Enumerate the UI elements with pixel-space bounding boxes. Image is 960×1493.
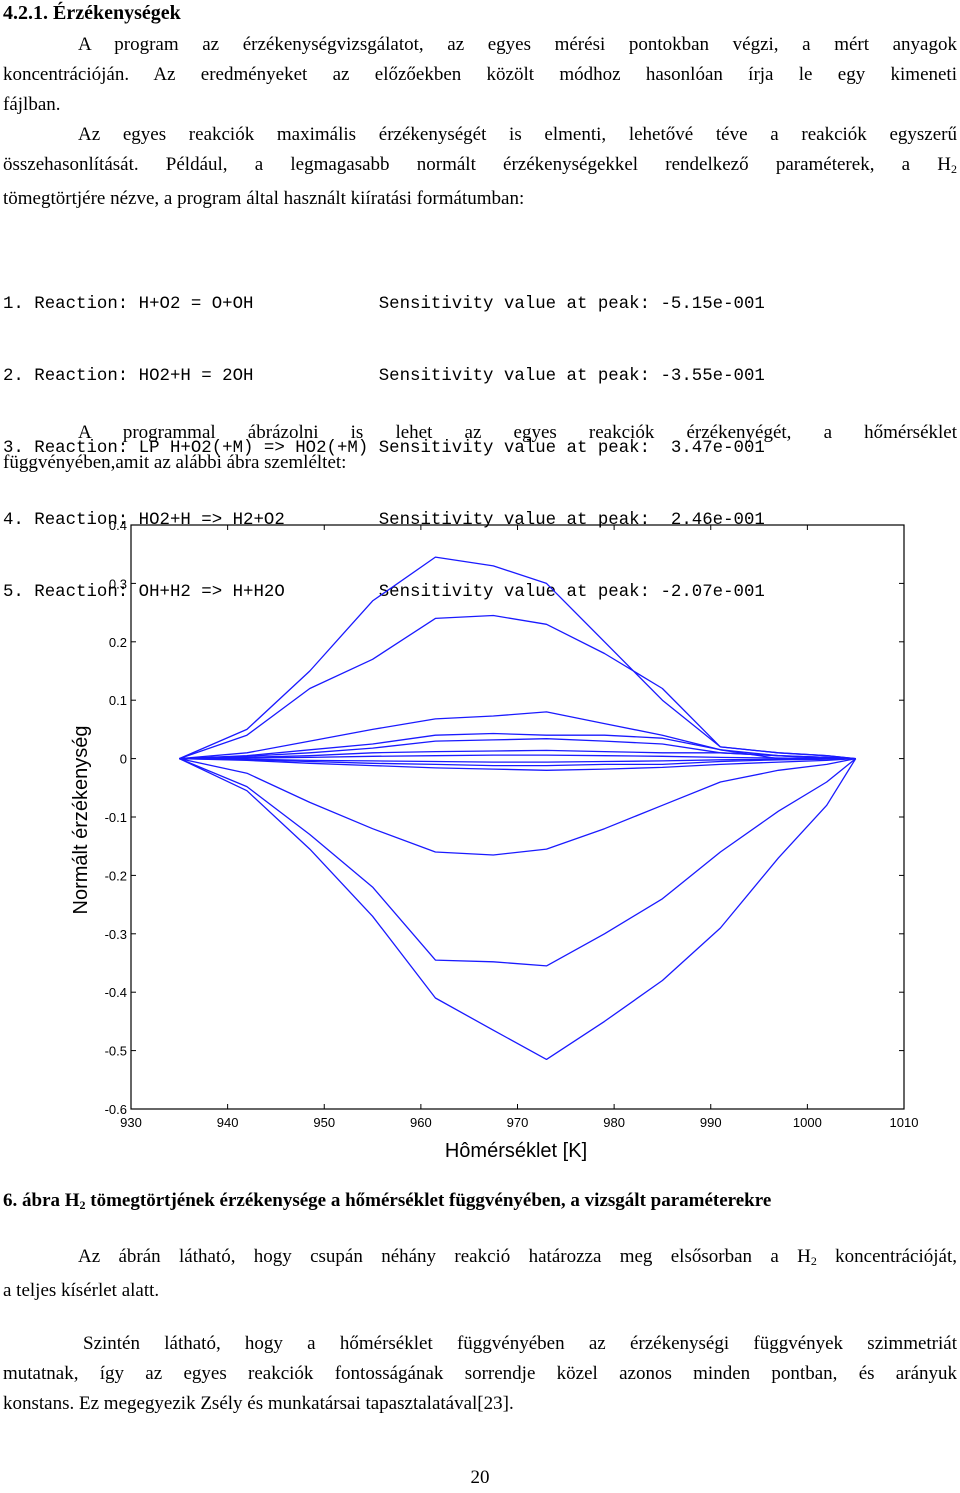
x-tick-label: 1010 <box>890 1115 919 1130</box>
figure-caption: 6. ábra H2 tömegtörtjének érzékenysége a… <box>3 1190 771 1213</box>
text-segment: tömegtörtjének érzékenysége a hőmérsékle… <box>85 1190 772 1211</box>
plot-frame <box>130 524 905 1110</box>
text-segment: 6. ábra H <box>3 1190 80 1211</box>
x-tick-label: 930 <box>120 1115 142 1130</box>
text-line: a teljes kísérlet alatt. <box>3 1280 160 1301</box>
paragraph-few-reactions: Az ábrán látható, hogy csupán néhány rea… <box>3 1242 957 1306</box>
text-segment: koncentrációját, <box>816 1246 957 1267</box>
output-line: 1. Reaction: H+O2 = O+OH Sensitivity val… <box>3 295 765 314</box>
y-tick-label: 0.2 <box>109 635 127 650</box>
sensitivity-chart: 0.4 0.3 0.2 0.1 0 -0.1 -0.2 -0.3 -0.4 -0.5 -0.6 93… <box>70 518 919 1162</box>
text-line: függvényében,amit az alábbi ábra szemlél… <box>3 452 347 473</box>
paragraph-max-sensitivity: Az egyes reakciók maximális érzékenységé… <box>3 120 957 214</box>
paragraph-symmetry: Szintén látható, hogy a hőmérséklet függ… <box>3 1329 957 1419</box>
paragraph-intro: A program az érzékenységvizsgálatot, az … <box>3 30 957 120</box>
y-axis-label: Normált érzékenység <box>70 726 92 915</box>
output-line: 3. Reaction: LP H+O2(+M) => HO2(+M) Sens… <box>3 439 765 458</box>
output-line: 5. Reaction: OH+H2 => H+H2O Sensitivity … <box>3 583 765 602</box>
y-tick-label: -0.2 <box>105 868 127 883</box>
text-segment: Az ábrán látható, hogy csupán néhány rea… <box>78 1246 811 1267</box>
section-heading: 4.2.1. Érzékenységek <box>3 2 181 24</box>
series-line-13 <box>179 757 856 763</box>
y-tick-label: -0.5 <box>105 1044 127 1059</box>
text-line: A programmal ábrázolni is lehet az egyes… <box>78 422 957 443</box>
x-tick-label: 990 <box>700 1115 722 1130</box>
series-line-4 <box>179 614 856 760</box>
output-line: 2. Reaction: HO2+H = 2OH Sensitivity val… <box>3 367 765 386</box>
text-line: mutatnak, így az egyes reakciók fontossá… <box>3 1363 957 1384</box>
y-tick-label: -0.6 <box>105 1102 127 1117</box>
y-tick-label: -0.4 <box>105 985 127 1000</box>
text-segment: összehasonlítását. Például, a legmagasab… <box>3 154 951 175</box>
y-tick-label: 0.4 <box>109 518 127 533</box>
x-tick-label: 950 <box>313 1115 335 1130</box>
series-line-5 <box>179 757 856 856</box>
y-tick-label: -0.3 <box>105 927 127 942</box>
x-tick-label: 1000 <box>793 1115 822 1130</box>
text-line: tömegtörtjére nézve, a program által has… <box>3 188 525 209</box>
y-tick-label: 0.3 <box>109 576 127 591</box>
subscript: 2 <box>810 1254 817 1268</box>
y-tick-label: 0.1 <box>109 693 127 708</box>
x-tick-label: 960 <box>410 1115 432 1130</box>
x-tick-label: 980 <box>603 1115 625 1130</box>
text-line: Szintén látható, hogy a hőmérséklet függ… <box>83 1333 957 1354</box>
text-line: fájlban. <box>3 94 61 115</box>
x-axis-label: Hômérséklet [K] <box>445 1140 587 1162</box>
text-line: Az ábrán látható, hogy csupán néhány rea… <box>3 1242 957 1276</box>
text-line: koncentrációján. Az eredményeket az előz… <box>3 64 957 85</box>
text-line: A program az érzékenységvizsgálatot, az … <box>78 34 957 55</box>
text-line: konstans. Ez megegyezik Zsély és munkatá… <box>3 1393 514 1414</box>
y-tick-label: -0.1 <box>105 810 127 825</box>
series-line-6 <box>179 711 856 760</box>
paragraph-plot-intro: A programmal ábrázolni is lehet az egyes… <box>3 418 957 478</box>
text-line: összehasonlítását. Például, a legmagasab… <box>3 150 957 184</box>
text-line: Az egyes reakciók maximális érzékenységé… <box>78 124 957 145</box>
series-line-12 <box>179 754 856 760</box>
subscript: 2 <box>79 1198 86 1212</box>
x-tick-label: 970 <box>507 1115 529 1130</box>
subscript: 2 <box>951 162 957 176</box>
series-line-9 <box>179 749 856 760</box>
x-tick-label: 940 <box>217 1115 239 1130</box>
series-line-3 <box>179 556 856 760</box>
series-line-1 <box>179 758 857 1061</box>
y-tick-label: 0 <box>120 752 127 767</box>
series-line-2 <box>179 757 857 967</box>
page-number: 20 <box>470 1467 490 1488</box>
series-line-11 <box>179 757 856 771</box>
